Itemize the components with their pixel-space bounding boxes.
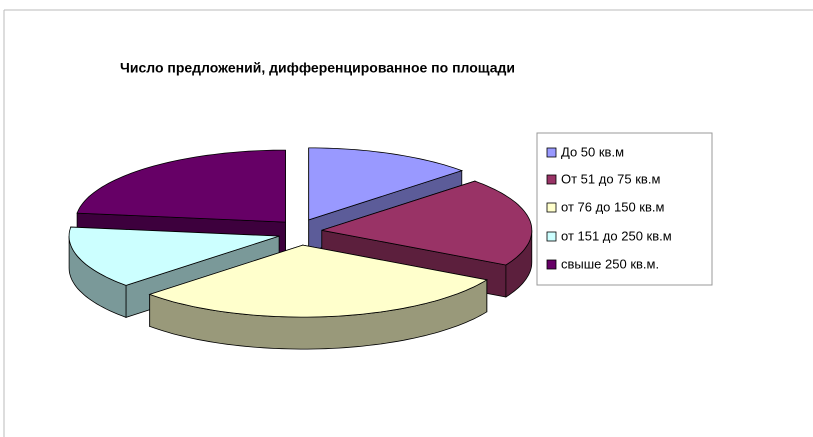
legend-label: От 51 до 75 кв.м [561, 171, 660, 186]
legend-swatch [546, 231, 557, 242]
slice [308, 147, 464, 221]
chart-title: Число предложений, дифференцированное по… [120, 60, 515, 76]
slice [148, 244, 488, 318]
slice [321, 180, 533, 266]
legend-label: До 50 кв.м [561, 144, 624, 159]
legend-swatch [546, 147, 557, 158]
slice [68, 226, 280, 286]
legend [536, 132, 713, 286]
legend-label: от 76 до 150 кв.м [561, 199, 665, 214]
legend-swatch [546, 174, 557, 185]
legend-label: свыше 250 кв.м. [561, 256, 659, 271]
legend-label: от 151 до 250 кв.м [561, 228, 672, 243]
legend-swatch [546, 202, 557, 213]
legend-swatch [546, 259, 557, 270]
slice [76, 149, 286, 223]
